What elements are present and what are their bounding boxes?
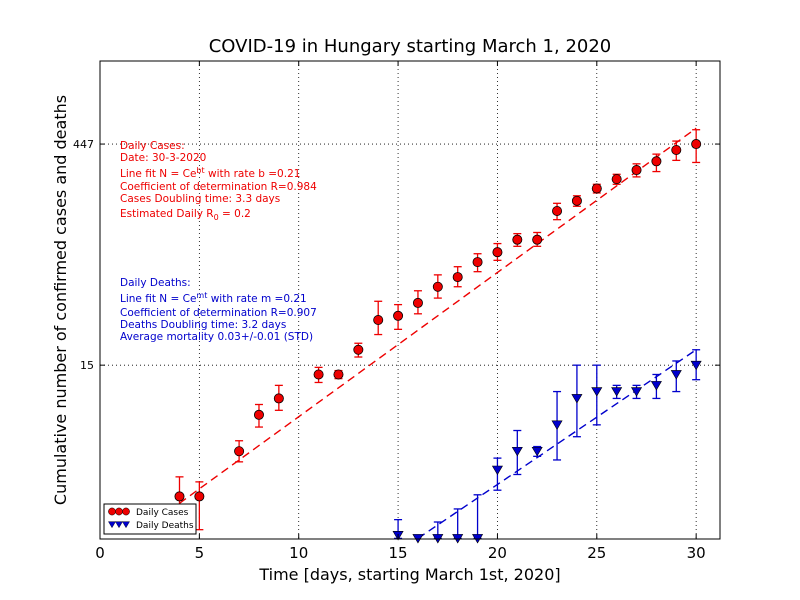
cases-point — [571, 195, 582, 206]
legend-deaths-marker — [122, 521, 130, 529]
cases-point — [333, 369, 344, 380]
cases-point — [412, 297, 423, 308]
cases-point — [313, 369, 324, 380]
deaths-point — [611, 387, 623, 397]
y-axis-label: Cumulative number of confirmed cases and… — [51, 95, 70, 505]
cases-point — [194, 491, 205, 502]
x-tick-label: 0 — [95, 544, 105, 562]
cases-annotation-line: Estimated Daily R0​ = 0.2 — [120, 208, 251, 222]
cases-point — [512, 234, 523, 245]
cases-point — [373, 315, 384, 326]
deaths-point — [650, 381, 662, 391]
plot-frame — [99, 60, 721, 540]
deaths-point — [670, 370, 682, 380]
deaths-point — [491, 465, 503, 476]
deaths-point — [571, 394, 583, 404]
x-tick-label: 30 — [687, 544, 706, 562]
cases-annotation: Daily Cases:Date: 30-3-2020 Line fit N = … — [120, 140, 317, 222]
legend-deaths-label: Daily Deaths — [136, 521, 194, 531]
x-tick-label: 10 — [289, 544, 308, 562]
legend: Daily Cases Daily Deaths — [103, 503, 197, 535]
cases-point — [452, 272, 463, 283]
cases-point — [353, 344, 364, 355]
legend-cases-marker — [108, 507, 116, 516]
legend-deaths-marker — [108, 521, 116, 529]
cases-point — [611, 174, 622, 185]
cases-fit-line — [179, 127, 697, 504]
cases-point — [393, 310, 404, 321]
deaths-point — [690, 360, 702, 371]
cases-annotation-line: Cases Doubling time: 3.3 days — [120, 193, 280, 205]
cases-point — [651, 156, 662, 167]
cases-annotation-line: Coefficient of determination R=0.984 — [120, 181, 317, 193]
x-tick-label: 20 — [488, 544, 507, 562]
legend-cases-marker — [122, 507, 130, 516]
legend-deaths-marker — [115, 521, 123, 529]
deaths-point — [631, 387, 643, 397]
x-tick-label: 25 — [587, 544, 606, 562]
legend-cases-symbol — [108, 507, 130, 516]
cases-point — [432, 281, 443, 292]
cases-point — [532, 234, 543, 245]
deaths-fit-line — [417, 349, 697, 539]
deaths-annotation-line: Coefficient of determination R=0.907 — [120, 307, 317, 319]
cases-point — [671, 145, 682, 156]
cases-point — [631, 165, 642, 176]
cases-annotation-line: Line fit N = Cebt​ with rate b =0.21 — [120, 166, 300, 180]
x-axis-label: Time [days, starting March 1st, 2020] — [258, 565, 560, 584]
data-markers — [174, 139, 702, 544]
y-tick-label: 447 — [73, 138, 94, 151]
x-tick-label: 5 — [195, 544, 205, 562]
deaths-annotation-line: Daily Deaths: — [120, 277, 191, 289]
x-axis-ticks: 0 5 10 15 20 25 30 — [95, 61, 706, 562]
deaths-annotation-line: Line fit N = Cemt​ with rate m =0.21 — [120, 291, 307, 305]
grid-lines — [100, 61, 720, 539]
cases-point — [234, 446, 245, 457]
cases-point — [273, 393, 284, 404]
deaths-point — [511, 446, 523, 457]
deaths-annotation-line: Average mortality 0.03+/-0.01 (STD) — [120, 331, 313, 343]
deaths-point — [591, 387, 603, 397]
legend-cases-label: Daily Cases — [136, 508, 189, 518]
cases-point — [174, 491, 185, 502]
chart-title: COVID-19 in Hungary starting March 1, 20… — [209, 36, 612, 57]
cases-point — [691, 139, 702, 150]
cases-point — [472, 257, 483, 268]
cases-annotation-line: Daily Cases: — [120, 140, 185, 152]
cases-annotation-line: Date: 30-3-2020 — [120, 152, 206, 164]
legend-deaths-symbol — [108, 521, 130, 529]
cases-point — [591, 183, 602, 194]
cases-point — [253, 409, 264, 420]
cases-point — [492, 247, 503, 258]
deaths-point — [551, 420, 563, 430]
y-tick-label: 15 — [80, 359, 94, 372]
deaths-point — [531, 446, 543, 457]
x-tick-label: 15 — [389, 544, 408, 562]
deaths-annotation: Daily Deaths: Line fit N = Cemt​ with rat… — [120, 277, 317, 343]
y-axis-ticks: 15 447 — [73, 138, 720, 372]
cases-point — [552, 205, 563, 216]
legend-cases-marker — [115, 507, 123, 516]
deaths-annotation-line: Deaths Doubling time: 3.2 days — [120, 319, 286, 331]
fit-lines — [179, 127, 697, 539]
